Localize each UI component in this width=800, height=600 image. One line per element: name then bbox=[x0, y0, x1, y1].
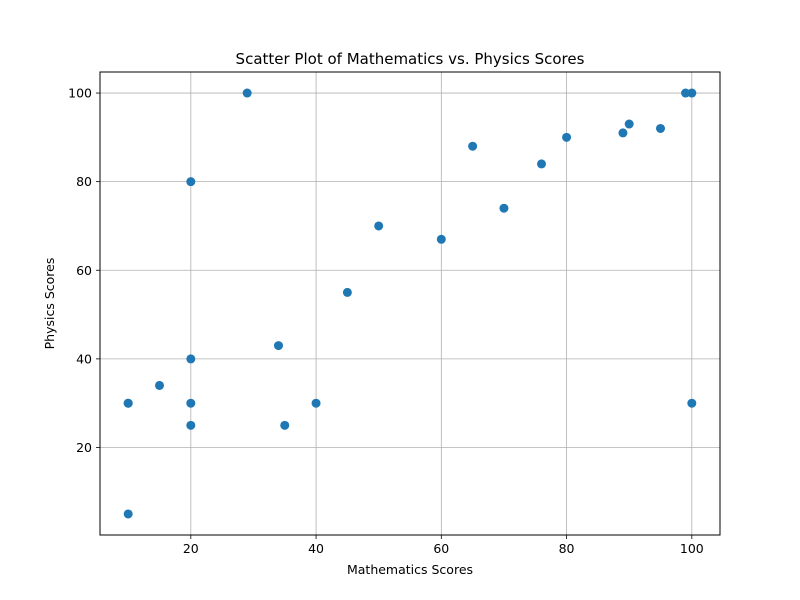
scatter-point bbox=[687, 88, 697, 98]
scatter-point bbox=[374, 221, 384, 231]
y-tick-label: 80 bbox=[76, 174, 92, 189]
scatter-point bbox=[468, 141, 478, 151]
scatter-point bbox=[186, 398, 196, 408]
x-tick-label: 100 bbox=[680, 541, 704, 556]
y-tick-label: 20 bbox=[76, 440, 92, 455]
scatter-point bbox=[242, 88, 252, 98]
scatter-point bbox=[186, 420, 196, 430]
scatter-point bbox=[499, 203, 509, 213]
data-points bbox=[123, 88, 697, 519]
scatter-point bbox=[681, 88, 691, 98]
scatter-point bbox=[656, 123, 666, 133]
scatter-point bbox=[436, 234, 446, 244]
scatter-point bbox=[186, 354, 196, 364]
scatter-point bbox=[687, 398, 697, 408]
x-tick-label: 40 bbox=[308, 541, 324, 556]
x-axis-ticks: 20 40 60 80 100 bbox=[183, 535, 704, 556]
scatter-point bbox=[280, 420, 290, 430]
chart-title: Scatter Plot of Mathematics vs. Physics … bbox=[236, 50, 585, 68]
scatter-point bbox=[186, 177, 196, 187]
y-axis-ticks: 20 40 60 80 100 bbox=[68, 86, 100, 455]
y-tick-label: 100 bbox=[68, 86, 92, 101]
scatter-point bbox=[154, 380, 164, 390]
scatter-point bbox=[618, 128, 628, 138]
x-tick-label: 80 bbox=[559, 541, 575, 556]
scatter-point bbox=[311, 398, 321, 408]
x-tick-label: 60 bbox=[433, 541, 449, 556]
scatter-point bbox=[123, 509, 133, 519]
scatter-point bbox=[123, 398, 133, 408]
plot-frame bbox=[99, 71, 721, 536]
x-tick-label: 20 bbox=[183, 541, 199, 556]
scatter-point bbox=[624, 119, 634, 129]
scatter-point bbox=[342, 287, 352, 297]
grid-lines bbox=[100, 72, 720, 535]
scatter-point bbox=[273, 341, 283, 351]
x-axis-label: Mathematics Scores bbox=[347, 562, 473, 577]
y-tick-label: 40 bbox=[76, 351, 92, 366]
y-axis-label: Physics Scores bbox=[42, 258, 57, 350]
scatter-point bbox=[537, 159, 547, 169]
y-tick-label: 60 bbox=[76, 263, 92, 278]
scatter-point bbox=[562, 132, 572, 142]
